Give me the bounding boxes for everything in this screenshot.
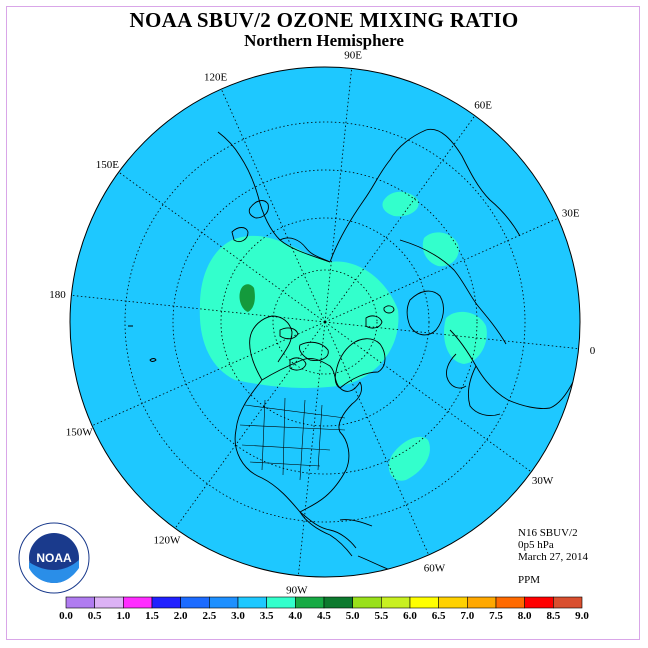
colorbar-tick-label: 8.0 bbox=[518, 610, 532, 622]
lon-label-e30: 30E bbox=[562, 208, 580, 220]
colorbar-swatch bbox=[237, 596, 267, 609]
lon-label-w60: 60W bbox=[424, 563, 446, 575]
colorbar-tick-label: 7.0 bbox=[460, 610, 474, 622]
colorbar-tick-label: 9.0 bbox=[575, 610, 589, 622]
colorbar-swatch bbox=[352, 596, 382, 609]
colorbar-swatch bbox=[266, 596, 296, 609]
coastlines bbox=[128, 128, 575, 571]
colorbar-swatch bbox=[438, 596, 468, 609]
longitude-labels: 90E 60E 30E 0 30W 60W 90W 120W 150W 180 150E 120E bbox=[49, 49, 596, 596]
ozone-region-core bbox=[239, 284, 255, 312]
meridian-lines bbox=[71, 68, 579, 576]
colorbar-swatch bbox=[295, 596, 325, 609]
lon-label-w150: 150W bbox=[66, 426, 94, 438]
colorbar-tick-label: 7.5 bbox=[489, 610, 503, 622]
units-label: PPM bbox=[518, 574, 541, 586]
chart-subtitle: Northern Hemisphere bbox=[244, 31, 404, 50]
meridian-e30 bbox=[324, 217, 559, 323]
colorbar-tick-label: 4.5 bbox=[317, 610, 331, 622]
colorbar-tick-label: 0.0 bbox=[59, 610, 73, 622]
meridian-e150 bbox=[118, 171, 326, 323]
colorbar-tick-label: 1.5 bbox=[145, 610, 159, 622]
logo-text: NOAA bbox=[36, 551, 72, 565]
meridian-w150 bbox=[91, 321, 326, 427]
colorbar-tick-label: 0.5 bbox=[88, 610, 102, 622]
colorbar-swatch bbox=[151, 596, 181, 609]
instrument-label: N16 SBUV/2 bbox=[518, 527, 578, 539]
meridian-w60 bbox=[324, 321, 430, 556]
colorbar-swatch bbox=[409, 596, 439, 609]
lon-label-w30: 30W bbox=[532, 475, 554, 487]
meridian-zero bbox=[324, 321, 579, 350]
colorbar-swatch bbox=[123, 596, 153, 609]
meridian-e180 bbox=[71, 294, 326, 323]
meridian-e60 bbox=[324, 115, 476, 323]
colorbar-swatch bbox=[524, 596, 554, 609]
meridian-e120 bbox=[220, 88, 326, 323]
colorbar-tick-label: 4.0 bbox=[288, 610, 302, 622]
colorbar-tick-label: 3.5 bbox=[260, 610, 274, 622]
colorbar-tick-label: 6.5 bbox=[432, 610, 446, 622]
lon-label-e150: 150E bbox=[96, 159, 120, 171]
colorbar-swatch bbox=[180, 596, 210, 609]
colorbar-tick-label: 5.0 bbox=[346, 610, 360, 622]
colorbar-tick-label: 8.5 bbox=[546, 610, 560, 622]
lon-label-w120: 120W bbox=[153, 535, 181, 547]
colorbar-swatch bbox=[209, 596, 239, 609]
colorbar-swatch bbox=[65, 596, 95, 609]
colorbar-swatch bbox=[467, 596, 497, 609]
colorbar-tick-label: 6.0 bbox=[403, 610, 417, 622]
colorbar-tick-label: 5.5 bbox=[374, 610, 388, 622]
lon-label-e60: 60E bbox=[474, 99, 492, 111]
meridian-w30 bbox=[324, 321, 532, 473]
meridian-w120 bbox=[174, 321, 326, 529]
ozone-region-atlantic bbox=[388, 436, 430, 481]
colorbar-swatch bbox=[553, 596, 583, 609]
lon-label-zero: 0 bbox=[590, 345, 596, 357]
lon-label-e120: 120E bbox=[204, 71, 228, 83]
colorbar-swatch bbox=[323, 596, 353, 609]
plot-frame bbox=[6, 6, 640, 640]
colorbar-tick-label: 2.5 bbox=[202, 610, 216, 622]
colorbar-tick-label: 2.0 bbox=[174, 610, 188, 622]
chart-title: NOAA SBUV/2 OZONE MIXING RATIO bbox=[129, 8, 519, 32]
meridian-w90 bbox=[297, 321, 326, 576]
noaa-logo: NOAA bbox=[18, 522, 90, 594]
colorbar-tick-label: 3.0 bbox=[231, 610, 245, 622]
ozone-region-europe-west bbox=[444, 311, 487, 364]
meridian-e90 bbox=[324, 68, 353, 323]
lon-label-e90: 90E bbox=[344, 49, 362, 61]
ozone-region-europe-north bbox=[422, 232, 459, 267]
colorbar-tick-label: 1.0 bbox=[116, 610, 130, 622]
lon-label-w90: 90W bbox=[286, 585, 308, 597]
colorbar-swatch bbox=[495, 596, 525, 609]
graticule bbox=[124, 121, 526, 523]
ozone-region-siberia bbox=[382, 191, 419, 217]
lon-label-e180: 180 bbox=[49, 289, 66, 301]
colorbar-swatch bbox=[94, 596, 124, 609]
date-label: March 27, 2014 bbox=[518, 551, 588, 563]
colorbar-swatch bbox=[381, 596, 411, 609]
ozone-region-arctic bbox=[199, 235, 399, 388]
pressure-level-label: 0p5 hPa bbox=[518, 539, 554, 551]
